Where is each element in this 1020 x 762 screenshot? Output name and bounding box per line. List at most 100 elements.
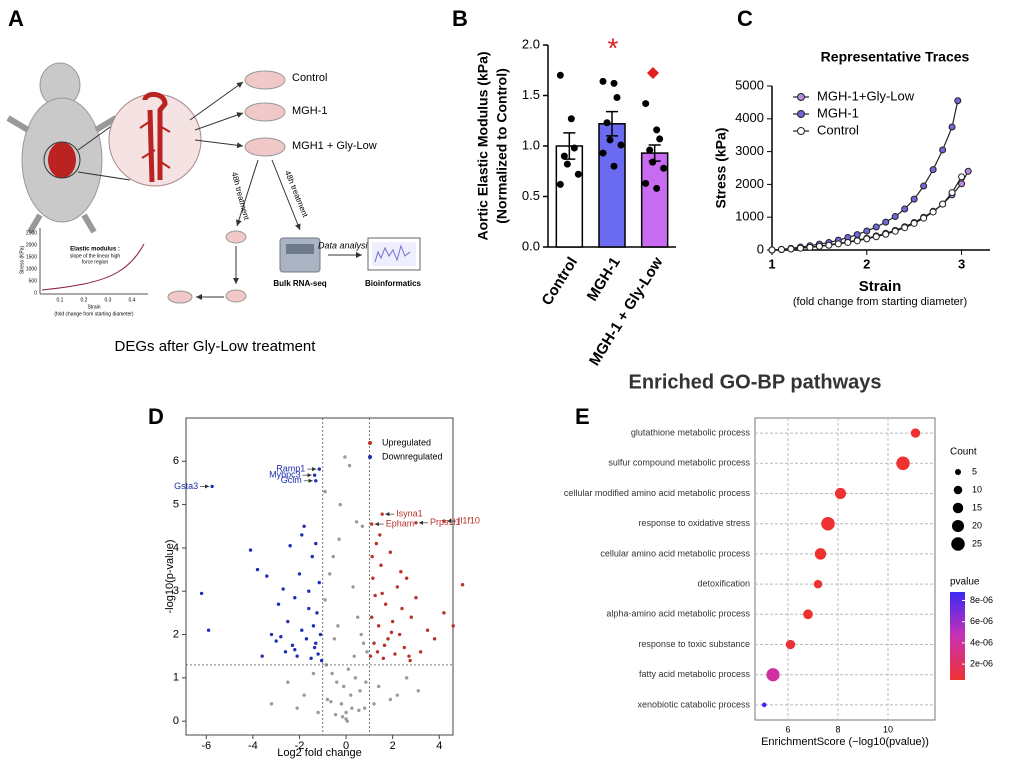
x-tick-label: MGH-1 bbox=[584, 254, 624, 304]
group-label: Control bbox=[292, 72, 327, 84]
legend-label: MGH-1+Gly-Low bbox=[817, 88, 915, 103]
series-marker bbox=[815, 242, 823, 250]
inset-x-label: Strain bbox=[87, 304, 100, 310]
data-point bbox=[372, 702, 376, 706]
legend-title: pvalue bbox=[950, 577, 980, 588]
data-point bbox=[372, 641, 376, 645]
series-marker bbox=[787, 245, 795, 253]
data-point bbox=[556, 180, 564, 188]
annotation-label: Isyna1 bbox=[396, 509, 423, 519]
series-marker bbox=[853, 237, 861, 245]
data-point bbox=[369, 522, 374, 526]
bar bbox=[555, 145, 584, 248]
data-point bbox=[380, 512, 384, 516]
dot bbox=[834, 487, 847, 500]
data-point bbox=[400, 606, 404, 611]
legend-label: 5 bbox=[972, 466, 977, 476]
data-point bbox=[358, 689, 362, 693]
y-tick-label: alpha-amino acid metabolic process bbox=[606, 609, 750, 619]
y-tick-label: 1000 bbox=[735, 209, 764, 224]
series-marker bbox=[872, 233, 880, 241]
data-point bbox=[206, 628, 211, 632]
data-point bbox=[318, 632, 323, 637]
data-point bbox=[265, 574, 269, 578]
series-marker bbox=[958, 180, 966, 188]
data-point bbox=[460, 583, 465, 587]
aorta-zoom bbox=[108, 92, 202, 187]
data-point bbox=[361, 641, 366, 645]
legend-label: 15 bbox=[972, 502, 982, 512]
legend-title: Count bbox=[950, 447, 977, 458]
y-tick-label: fatty acid metabolic process bbox=[639, 669, 751, 679]
data-point bbox=[606, 136, 614, 144]
data-point bbox=[418, 650, 423, 654]
y-axis-label: Aortic Elastic Modulus (kPa) bbox=[475, 51, 491, 240]
inset-caption: force region bbox=[82, 259, 109, 265]
data-point bbox=[316, 652, 320, 656]
data-point bbox=[653, 126, 661, 134]
series-marker bbox=[939, 146, 947, 154]
data-point bbox=[199, 591, 204, 596]
data-point bbox=[325, 697, 330, 702]
data-point bbox=[314, 641, 318, 645]
legend-size-marker bbox=[953, 485, 963, 495]
y-tick-label: xenobiotic catabolic process bbox=[637, 699, 750, 709]
data-point bbox=[295, 654, 299, 658]
annotation-label: Ramp1 bbox=[276, 463, 305, 473]
data-point bbox=[369, 615, 374, 619]
legend-size-marker bbox=[951, 519, 965, 533]
data-point bbox=[408, 658, 412, 663]
data-point bbox=[375, 650, 380, 654]
colorbar bbox=[950, 592, 965, 680]
data-point bbox=[357, 708, 361, 713]
x-axis-label: EnrichmentScore (−log10(pvalue)) bbox=[761, 736, 929, 748]
data-point bbox=[293, 596, 297, 600]
y-tick-label: sulfur compound metabolic process bbox=[608, 458, 750, 468]
series-marker bbox=[882, 218, 890, 226]
chart-title: DEGs after Gly-Low treatment bbox=[115, 338, 317, 355]
data-point bbox=[310, 554, 314, 559]
x-tick-label: 10 bbox=[883, 724, 893, 734]
data-point bbox=[395, 585, 400, 589]
data-point bbox=[382, 643, 387, 648]
data-point bbox=[343, 455, 347, 459]
legend-label: Upregulated bbox=[382, 437, 431, 447]
inset-y-tick: 1500 bbox=[26, 254, 37, 260]
data-point bbox=[314, 479, 318, 483]
data-point bbox=[317, 467, 321, 471]
data-point bbox=[297, 572, 302, 576]
data-point bbox=[302, 693, 306, 697]
significance-mark: * bbox=[608, 32, 619, 63]
output-label: Bioinformatics bbox=[365, 279, 422, 288]
x-axis-note: (fold change from starting diameter) bbox=[793, 296, 967, 308]
series-marker bbox=[901, 224, 909, 232]
plot-frame bbox=[185, 417, 454, 736]
data-point bbox=[293, 647, 297, 652]
panel-label: A bbox=[8, 6, 24, 31]
data-point bbox=[364, 680, 368, 684]
data-point bbox=[381, 656, 386, 661]
x-tick-label: 1 bbox=[768, 256, 775, 271]
data-point bbox=[642, 100, 650, 108]
data-point bbox=[360, 524, 365, 528]
data-point bbox=[646, 146, 654, 154]
data-point bbox=[376, 684, 381, 689]
sequencer bbox=[279, 237, 321, 273]
data-point bbox=[442, 519, 446, 523]
data-point bbox=[404, 676, 409, 680]
inset-x-note: (fold change from starting diameter) bbox=[54, 311, 134, 317]
inset-x-tick: 0.4 bbox=[129, 297, 136, 303]
colorbar-label: 8e-06 bbox=[970, 595, 993, 605]
panel-label: C bbox=[737, 6, 753, 31]
data-point bbox=[395, 693, 400, 697]
data-point bbox=[365, 650, 369, 654]
data-point bbox=[383, 602, 388, 606]
annotation-label: Gclm bbox=[281, 475, 302, 485]
panel-label: B bbox=[452, 6, 468, 31]
data-point bbox=[279, 634, 283, 639]
arrow bbox=[194, 139, 244, 149]
annotation-label: Gsta3 bbox=[174, 481, 198, 491]
series-marker bbox=[901, 205, 909, 213]
data-point bbox=[352, 654, 356, 658]
data-point bbox=[311, 671, 316, 676]
